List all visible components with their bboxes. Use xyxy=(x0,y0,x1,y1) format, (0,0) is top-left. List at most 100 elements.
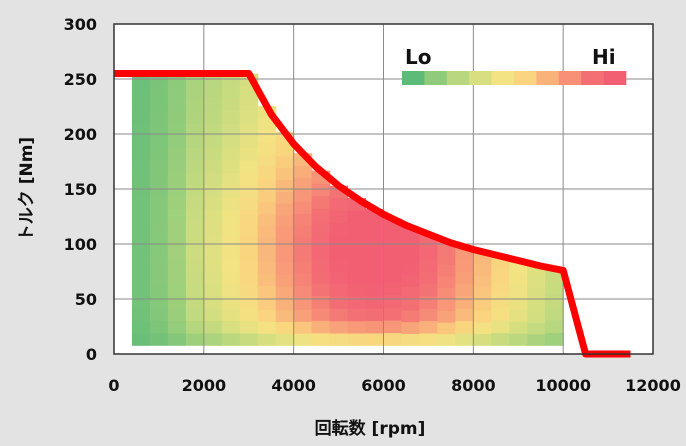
heatmap-cell xyxy=(347,296,367,309)
heatmap-cell xyxy=(491,332,510,346)
heatmap-cell xyxy=(275,203,295,216)
heatmap-cell xyxy=(365,258,385,272)
heatmap-cell xyxy=(239,258,259,272)
heatmap-cell xyxy=(257,129,277,143)
heatmap-cell xyxy=(473,275,492,288)
heatmap-cell xyxy=(419,332,438,346)
heatmap-cell xyxy=(167,258,187,272)
heatmap-cell xyxy=(149,147,169,161)
heatmap-cell xyxy=(257,141,277,155)
heatmap-cell xyxy=(131,308,151,322)
heatmap-cell xyxy=(203,110,223,124)
heatmap-cell xyxy=(167,308,187,322)
heatmap-cell xyxy=(257,321,277,334)
heatmap-cell xyxy=(131,295,151,309)
heatmap-cell xyxy=(437,264,456,277)
heatmap-cell xyxy=(293,249,313,262)
heatmap-cell xyxy=(221,159,241,173)
y-tick-label: 100 xyxy=(64,235,97,254)
heatmap-cell xyxy=(365,233,385,247)
heatmap-cell xyxy=(419,271,438,285)
heatmap-cell xyxy=(149,110,169,124)
legend-swatch xyxy=(491,71,515,85)
heatmap-cell xyxy=(185,332,205,346)
heatmap-cell xyxy=(185,122,205,136)
heatmap-cell xyxy=(275,226,295,240)
heatmap-cell xyxy=(419,258,438,272)
heatmap-cell xyxy=(473,321,492,335)
heatmap-cell xyxy=(419,308,438,322)
heatmap-cell xyxy=(383,307,403,321)
heatmap-cell xyxy=(203,246,223,260)
heatmap-cell xyxy=(545,332,564,346)
heatmap-cell xyxy=(401,274,421,287)
heatmap-cell xyxy=(275,238,295,252)
heatmap-cell xyxy=(239,110,259,124)
heatmap-cell xyxy=(149,234,169,247)
x-tick-label: 10000 xyxy=(535,376,591,395)
heatmap-cell xyxy=(149,98,169,112)
heatmap-cell xyxy=(437,322,456,335)
heatmap-cell xyxy=(275,191,295,204)
heatmap-cell xyxy=(527,299,546,312)
heatmap-cell xyxy=(455,308,474,322)
heatmap-cell xyxy=(185,197,205,210)
heatmap-cell xyxy=(419,295,438,309)
heatmap-cell xyxy=(185,184,205,198)
x-tick-label: 2000 xyxy=(182,376,227,395)
heatmap-cell xyxy=(329,320,349,334)
heatmap-cell xyxy=(257,201,277,215)
y-tick-label: 50 xyxy=(75,290,97,309)
heatmap-cell xyxy=(509,321,528,334)
heatmap-cell xyxy=(203,85,223,99)
heatmap-cell xyxy=(329,296,349,309)
heatmap-cell xyxy=(437,298,456,312)
heatmap-cell xyxy=(437,287,456,300)
heatmap-cell xyxy=(275,143,295,157)
heatmap-cell xyxy=(509,296,528,310)
heatmap-cell xyxy=(131,159,151,173)
heatmap-cell xyxy=(167,295,187,309)
heatmap-cell xyxy=(167,172,187,186)
heatmap-cell xyxy=(167,85,187,99)
heatmap-cell xyxy=(149,283,169,297)
heatmap-cell xyxy=(131,332,151,346)
heatmap-cell xyxy=(221,283,241,297)
heatmap-cell xyxy=(257,177,277,191)
heatmap-cell xyxy=(131,135,151,149)
legend-high-label: Hi xyxy=(592,45,616,69)
heatmap-cell xyxy=(455,283,474,297)
legend-swatch xyxy=(446,71,470,85)
heatmap-cell xyxy=(203,184,223,198)
legend-swatch xyxy=(402,71,425,85)
heatmap-cell xyxy=(167,246,187,260)
heatmap-cell xyxy=(221,209,241,223)
heatmap-cell xyxy=(221,172,241,186)
heatmap-cell xyxy=(365,283,385,297)
heatmap-cell xyxy=(257,153,277,167)
y-tick-label: 300 xyxy=(64,15,97,34)
heatmap-cell xyxy=(167,209,187,223)
heatmap-cell xyxy=(185,320,205,334)
heatmap-cell xyxy=(365,270,385,284)
heatmap-cell xyxy=(239,98,259,112)
heatmap-cell xyxy=(491,307,510,321)
heatmap-cell xyxy=(167,98,187,112)
heatmap-cell xyxy=(185,135,205,149)
heatmap-cell xyxy=(437,252,456,265)
heatmap-cell xyxy=(203,122,223,136)
heatmap-cell xyxy=(437,333,456,346)
heatmap-cell xyxy=(257,333,277,346)
heatmap-cell xyxy=(401,321,421,334)
heatmap-cell xyxy=(401,309,421,323)
heatmap-cell xyxy=(221,147,241,161)
heatmap-cell xyxy=(383,256,403,270)
heatmap-cell xyxy=(239,135,259,149)
heatmap-cell xyxy=(401,286,421,299)
x-axis-tick-labels: 0 2000 4000 6000 8000 10000 12000 xyxy=(108,376,680,395)
heatmap-cell xyxy=(293,261,313,274)
heatmap-cell xyxy=(239,122,259,136)
heatmap-cell xyxy=(239,234,259,247)
heatmap-cell xyxy=(131,234,151,247)
